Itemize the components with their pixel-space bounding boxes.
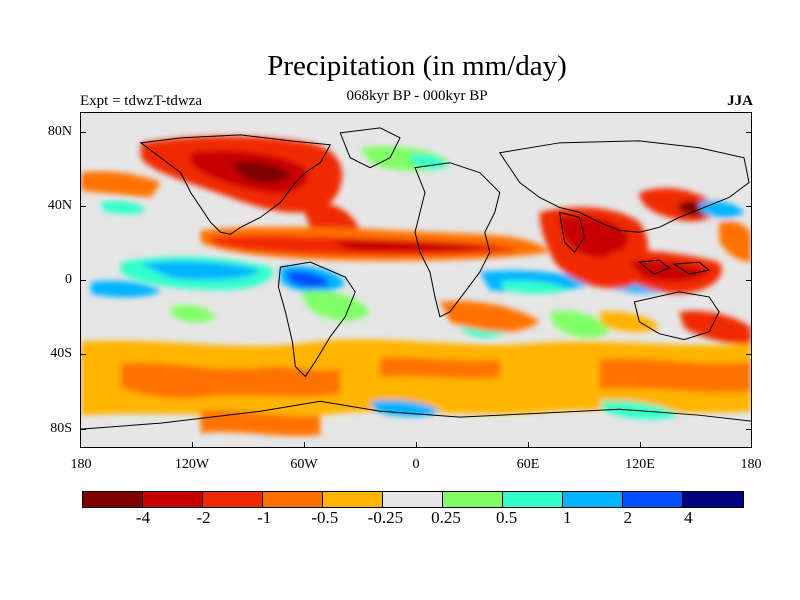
- colorbar-label: -4: [135, 508, 151, 527]
- lat-label-0: 0: [65, 272, 72, 287]
- lat-label-40s: 40S: [50, 346, 72, 361]
- colorbar-swatch: [143, 492, 203, 507]
- lon-label-60e: 60E: [516, 457, 540, 472]
- lon-label-120w: 120W: [174, 457, 210, 472]
- lon-label-120e: 120E: [625, 457, 655, 472]
- lat-label-40n: 40N: [47, 198, 72, 213]
- colorbar-swatch: [683, 492, 743, 507]
- colorbar-swatch: [383, 492, 443, 507]
- colorbar-label: 1: [562, 508, 572, 527]
- colorbar-label: -0.5: [311, 508, 339, 527]
- period-label: 068kyr BP - 000kyr BP: [346, 88, 488, 104]
- lon-label-0: 0: [412, 457, 420, 472]
- colorbar-label: 4: [684, 508, 693, 527]
- colorbar-label: 2: [623, 508, 633, 527]
- colorbar-swatch: [443, 492, 503, 507]
- colorbar-swatch: [83, 492, 143, 507]
- lat-label-80s: 80S: [50, 421, 72, 436]
- lon-label-180w: 180: [70, 457, 92, 472]
- colorbar-label: -0.25: [367, 508, 404, 527]
- colorbar-label: 0.5: [495, 508, 518, 527]
- colorbar-label: -1: [257, 508, 272, 527]
- map-title: Precipitation (in mm/day): [267, 50, 567, 82]
- colorbar-swatch: [503, 492, 563, 507]
- experiment-label: Expt = tdwzT-tdwza: [80, 93, 203, 109]
- colorbar-swatch: [323, 492, 383, 507]
- precipitation-field: [81, 136, 751, 437]
- colorbar-swatch: [263, 492, 323, 507]
- precipitation-map: [80, 112, 752, 448]
- colorbar-label: 0.25: [431, 508, 461, 527]
- colorbar: [82, 491, 744, 508]
- lon-label-180e: 180: [740, 457, 762, 472]
- colorbar-swatch: [623, 492, 683, 507]
- lon-label-60w: 60W: [290, 457, 318, 472]
- lat-label-80n: 80N: [47, 124, 72, 139]
- colorbar-swatch: [203, 492, 263, 507]
- coastlines: [81, 127, 751, 430]
- season-label: JJA: [727, 93, 753, 109]
- colorbar-label: -2: [196, 508, 211, 527]
- colorbar-swatch: [563, 492, 623, 507]
